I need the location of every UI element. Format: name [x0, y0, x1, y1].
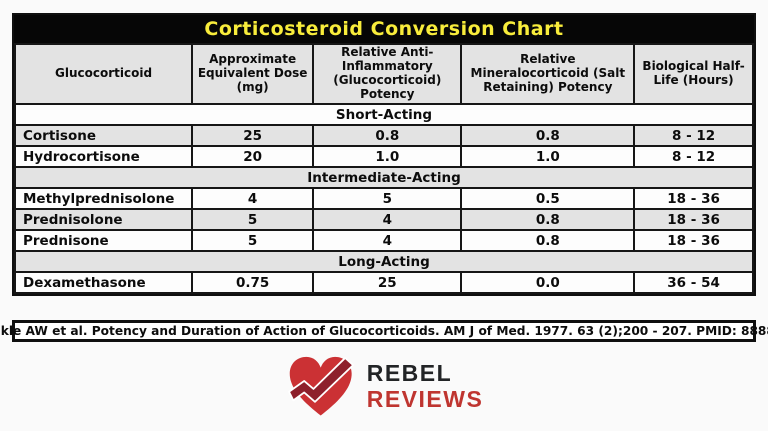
value-cell: 0.8 — [312, 124, 463, 147]
value-cell: 4 — [312, 208, 463, 231]
drug-row: Dexamethasone 0.75 25 0.0 36 - 54 — [13, 271, 754, 294]
column-header-2: Relative Anti-Inflammatory (Glucocortico… — [312, 43, 463, 105]
value-cell: 1.0 — [460, 145, 636, 168]
value-cell: 0.8 — [460, 124, 636, 147]
citation-bar: Meikle AW et al. Potency and Duration of… — [0, 320, 768, 342]
section-label: Intermediate-Acting — [14, 166, 754, 189]
drug-name-cell: Methylprednisolone — [13, 187, 194, 210]
column-header-1: Approximate Equivalent Dose (mg) — [191, 43, 315, 105]
value-cell: 0.8 — [460, 229, 636, 252]
drug-name-cell: Prednisolone — [13, 208, 194, 231]
value-cell: 0.75 — [191, 271, 315, 294]
section-row: Long-Acting — [14, 250, 754, 273]
value-cell: 18 - 36 — [633, 187, 754, 210]
value-cell: 5 — [191, 208, 315, 231]
drug-name-cell: Hydrocortisone — [13, 145, 194, 168]
value-cell: 20 — [191, 145, 315, 168]
value-cell: 18 - 36 — [633, 208, 754, 231]
value-cell: 1.0 — [312, 145, 463, 168]
rebel-reviews-logo: REBEL REVIEWS — [285, 352, 484, 420]
chart-title: Corticosteroid Conversion Chart — [204, 18, 564, 40]
value-cell: 0.0 — [460, 271, 636, 294]
citation-text: Meikle AW et al. Potency and Duration of… — [0, 324, 768, 338]
drug-row: Prednisolone 5 4 0.8 18 - 36 — [13, 208, 754, 231]
drug-name-cell: Cortisone — [13, 124, 194, 147]
value-cell: 36 - 54 — [633, 271, 754, 294]
conversion-table: Glucocorticoid Approximate Equivalent Dos… — [13, 43, 754, 294]
drug-name-cell: Dexamethasone — [13, 271, 194, 294]
value-cell: 25 — [312, 271, 463, 294]
section-label: Long-Acting — [14, 250, 754, 273]
value-cell: 0.8 — [460, 208, 636, 231]
value-cell: 25 — [191, 124, 315, 147]
value-cell: 8 - 12 — [633, 124, 754, 147]
logo-word-reviews: REVIEWS — [366, 386, 484, 412]
drug-row: Methylprednisolone 4 5 0.5 18 - 36 — [13, 187, 754, 210]
drug-row: Hydrocortisone 20 1.0 1.0 8 - 12 — [13, 145, 754, 168]
drug-row: Prednisone 5 4 0.8 18 - 36 — [13, 229, 754, 252]
value-cell: 18 - 36 — [633, 229, 754, 252]
value-cell: 8 - 12 — [633, 145, 754, 168]
table-header-row: Glucocorticoid Approximate Equivalent Dos… — [13, 43, 754, 105]
logo-text: REBEL REVIEWS — [367, 360, 484, 412]
logo-word-rebel: REBEL — [366, 360, 453, 386]
column-header-4: Biological Half-Life (Hours) — [633, 43, 754, 105]
value-cell: 4 — [312, 229, 463, 252]
value-cell: 5 — [312, 187, 463, 210]
drug-name-cell: Prednisone — [13, 229, 194, 252]
drug-row: Cortisone 25 0.8 0.8 8 - 12 — [13, 124, 754, 147]
column-header-0: Glucocorticoid — [13, 43, 194, 105]
section-row: Intermediate-Acting — [14, 166, 754, 189]
section-label: Short-Acting — [14, 103, 754, 126]
conversion-chart-box: Corticosteroid Conversion Chart Glucocor… — [12, 13, 756, 296]
section-row: Short-Acting — [14, 103, 754, 126]
value-cell: 5 — [191, 229, 315, 252]
column-header-3: Relative Mineralocorticoid (Salt Retaini… — [460, 43, 636, 105]
heart-checkmark-icon — [288, 356, 355, 416]
value-cell: 0.5 — [460, 187, 636, 210]
chart-title-bar: Corticosteroid Conversion Chart — [14, 15, 754, 43]
value-cell: 4 — [191, 187, 315, 210]
